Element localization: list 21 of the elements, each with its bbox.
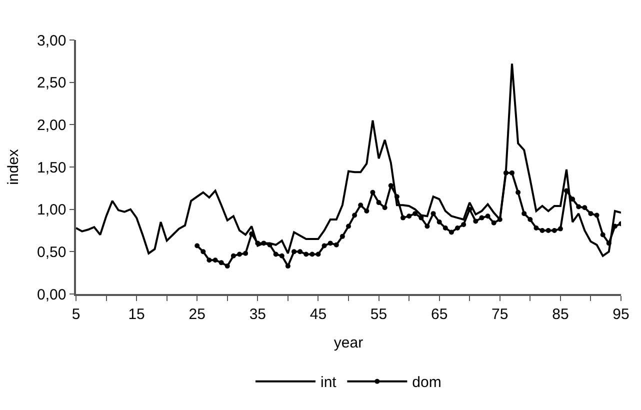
x-axis-title: year bbox=[334, 334, 364, 352]
x-tick-label: 25 bbox=[188, 306, 206, 323]
y-tick-label: 2,50 bbox=[37, 74, 66, 92]
y-tick-label: 3,00 bbox=[37, 32, 66, 50]
y-tick-label: 1,00 bbox=[37, 202, 66, 219]
x-tick-label: 15 bbox=[128, 306, 145, 323]
y-tick-label: 2,00 bbox=[37, 116, 66, 134]
x-tick-label: 55 bbox=[370, 306, 388, 323]
x-tick-label: 5 bbox=[72, 306, 80, 323]
y-axis-title: index bbox=[4, 148, 22, 185]
y-tick-label: 0,00 bbox=[37, 286, 66, 304]
x-tick-label: 95 bbox=[612, 306, 630, 323]
x-tick-label: 65 bbox=[430, 306, 448, 323]
x-tick-label: 45 bbox=[310, 306, 327, 323]
x-tick-label: 35 bbox=[249, 306, 266, 323]
y-tick-label: 0,50 bbox=[37, 244, 66, 261]
legend-label: dom bbox=[412, 374, 442, 392]
x-tick-label: 85 bbox=[552, 306, 569, 323]
y-tick-label: 1,50 bbox=[37, 159, 66, 176]
x-tick-label: 75 bbox=[492, 306, 508, 323]
legend-label: int bbox=[320, 374, 338, 392]
